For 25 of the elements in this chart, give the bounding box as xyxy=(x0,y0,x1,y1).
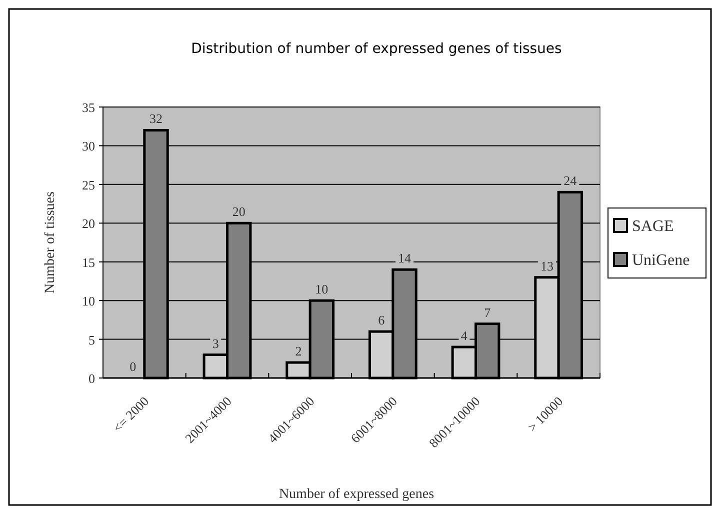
data-label: 7 xyxy=(484,304,492,320)
data-label: 6 xyxy=(378,312,386,328)
y-tick-label: 0 xyxy=(88,371,95,386)
data-label: 13 xyxy=(540,258,554,274)
legend-label: UniGene xyxy=(632,252,690,269)
y-tick-label: 25 xyxy=(82,177,95,192)
y-tick-label: 35 xyxy=(82,100,95,115)
x-axis-title: Number of expressed genes xyxy=(278,487,434,502)
y-tick-label: 20 xyxy=(82,216,95,232)
chart-title: Distribution of number of expressed genes of tissues xyxy=(191,41,562,57)
data-label: 10 xyxy=(315,282,328,297)
y-tick-label: 30 xyxy=(82,138,95,154)
y-axis-title: Number of tissues xyxy=(43,192,58,294)
y-tick-label: 15 xyxy=(82,254,95,270)
data-label: 24 xyxy=(564,173,578,188)
data-label: 0 xyxy=(130,359,136,374)
data-label: 20 xyxy=(232,204,246,220)
y-tick-label: 10 xyxy=(82,294,95,309)
data-label: 4 xyxy=(460,328,468,344)
data-label: 14 xyxy=(398,250,412,266)
data-label: 2 xyxy=(295,344,302,359)
data-label: 3 xyxy=(212,336,219,351)
legend-label: SAGE xyxy=(632,218,674,235)
data-label: 32 xyxy=(150,111,163,126)
y-tick-label: 5 xyxy=(88,332,95,348)
